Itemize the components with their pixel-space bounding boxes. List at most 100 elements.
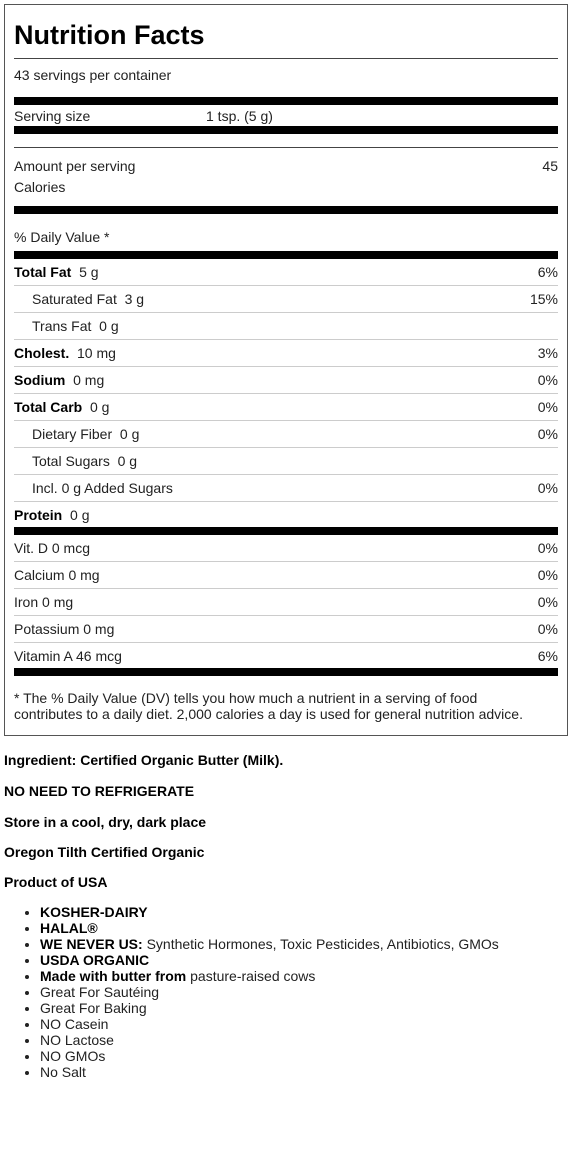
nutrient-row: Cholest. 10 mg 3%: [14, 340, 558, 367]
feature-bold-text: Made with butter from: [40, 968, 187, 984]
nutrient-daily-value: 6%: [537, 264, 558, 280]
nutrient-name: Incl. 0 g Added Sugars: [32, 480, 173, 496]
nutrient-amount: 3 g: [124, 291, 145, 307]
thick-divider: [14, 527, 558, 535]
daily-value-header: % Daily Value *: [14, 229, 110, 245]
row-divider: [14, 393, 558, 394]
ingredient-text: Ingredient: Certified Organic Butter (Mi…: [4, 752, 284, 768]
row-divider: [14, 447, 558, 448]
feature-text: Great For Baking: [40, 1000, 147, 1016]
nutrient-daily-value: 3%: [537, 345, 558, 361]
vitamin-label: Potassium 0 mg: [14, 621, 115, 637]
nutrient-amount: 0 g: [117, 453, 138, 469]
row-divider: [14, 501, 558, 502]
vitamin-label: Vit. D 0 mcg: [14, 540, 90, 556]
nutrient-row: Saturated Fat 3 g 15%: [14, 286, 558, 313]
nutrient-row: Dietary Fiber 0 g 0%: [14, 421, 558, 448]
amount-per-serving: Amount per serving: [14, 158, 136, 174]
nutrient-name: Total Sugars: [32, 453, 110, 469]
label-title: Nutrition Facts: [14, 20, 205, 50]
nutrient-label: Dietary Fiber 0 g: [32, 426, 139, 442]
origin-note: Product of USA: [4, 874, 108, 890]
row-divider: [14, 285, 558, 286]
nutrient-daily-value: 0%: [537, 426, 558, 442]
feature-list-item: Great For Baking: [40, 1000, 499, 1016]
serving-size-value: 1 tsp. (5 g): [206, 108, 273, 124]
nutrient-amount: 0 mg: [73, 372, 105, 388]
feature-list-item: HALAL®: [40, 920, 499, 936]
nutrient-name: Saturated Fat: [32, 291, 117, 307]
thick-divider: [14, 668, 558, 676]
thick-divider: [14, 126, 558, 134]
thick-divider: [14, 251, 558, 259]
nutrient-amount: 0 g: [70, 507, 90, 523]
vitamin-label: Iron 0 mg: [14, 594, 74, 610]
vitamin-daily-value: 0%: [537, 594, 558, 610]
footnote-line-2: contributes to a daily diet. 2,000 calor…: [14, 706, 523, 722]
nutrient-name: Protein: [14, 507, 63, 523]
thick-divider: [14, 97, 558, 105]
thick-divider: [14, 206, 558, 214]
nutrient-amount: 5 g: [79, 264, 99, 280]
storage-note: Store in a cool, dry, dark place: [4, 814, 207, 830]
row-divider: [14, 615, 558, 616]
vitamin-row: Calcium 0 mg 0%: [14, 562, 558, 589]
vitamin-label: Vitamin A 46 mcg: [14, 648, 122, 664]
nutrition-facts-label: Nutrition Facts 43 servings per containe…: [4, 4, 568, 736]
vitamin-label: Calcium 0 mg: [14, 567, 100, 583]
nutrient-amount: 0 g: [99, 318, 119, 334]
nutrient-daily-value: 0%: [537, 480, 558, 496]
nutrient-amount: 0 g: [119, 426, 140, 442]
feature-bold-text: WE NEVER US:: [40, 936, 143, 952]
vitamin-row: Vitamin A 46 mcg 6%: [14, 643, 558, 670]
vitamin-row: Vit. D 0 mcg 0%: [14, 535, 558, 562]
nutrient-daily-value: 0%: [537, 372, 558, 388]
feature-bold-text: USDA ORGANIC: [40, 952, 150, 968]
vitamin-daily-value: 0%: [537, 540, 558, 556]
feature-list-item: KOSHER-DAIRY: [40, 904, 499, 920]
nutrient-row: Incl. 0 g Added Sugars 0%: [14, 475, 558, 502]
nutrient-label: Sodium 0 mg: [14, 372, 104, 388]
nutrient-name: Trans Fat: [32, 318, 92, 334]
feature-text: No Salt: [40, 1064, 86, 1080]
nutrient-name: Total Fat: [14, 264, 72, 280]
vitamin-daily-value: 0%: [537, 621, 558, 637]
feature-list-item: NO Lactose: [40, 1032, 499, 1048]
nutrient-amount: 0 g: [89, 399, 110, 415]
nutrient-label: Cholest. 10 mg: [14, 345, 116, 361]
nutrient-row: Total Fat 5 g 6%: [14, 259, 558, 286]
calories-label: Calories: [14, 179, 66, 195]
vitamin-daily-value: 6%: [537, 648, 558, 664]
row-divider: [14, 420, 558, 421]
row-divider: [14, 312, 558, 313]
servings-per-container: 43 servings per container: [14, 67, 172, 83]
row-divider: [14, 561, 558, 562]
nutrient-label: Incl. 0 g Added Sugars: [32, 480, 173, 496]
row-divider: [14, 339, 558, 340]
feature-list-item: Made with butter from pasture-raised cow…: [40, 968, 499, 984]
nutrient-name: Dietary Fiber: [32, 426, 113, 442]
nutrient-label: Protein 0 g: [14, 507, 89, 523]
title-divider: [14, 58, 558, 59]
row-divider: [14, 642, 558, 643]
feature-list-item: NO Casein: [40, 1016, 499, 1032]
row-divider: [14, 366, 558, 367]
nutrient-daily-value: 15%: [529, 291, 558, 307]
feature-list-item: WE NEVER US: Synthetic Hormones, Toxic P…: [40, 936, 499, 952]
nutrient-row: Sodium 0 mg 0%: [14, 367, 558, 394]
refrigerate-note: NO NEED TO REFRIGERATE: [4, 783, 195, 799]
nutrient-label: Total Sugars 0 g: [32, 453, 137, 469]
feature-bold-text: KOSHER-DAIRY: [40, 904, 148, 920]
feature-list-item: USDA ORGANIC: [40, 952, 499, 968]
feature-list-item: Great For Sautéing: [40, 984, 499, 1000]
nutrient-row: Protein 0 g: [14, 502, 558, 529]
vitamin-daily-value: 0%: [537, 567, 558, 583]
nutrient-name: Cholest.: [14, 345, 70, 361]
nutrient-row: Total Sugars 0 g: [14, 448, 558, 475]
nutrient-label: Total Fat 5 g: [14, 264, 99, 280]
feature-bold-text: HALAL®: [40, 920, 98, 936]
vitamin-row: Potassium 0 mg 0%: [14, 616, 558, 643]
feature-list: KOSHER-DAIRYHALAL®WE NEVER US: Synthetic…: [4, 904, 499, 1080]
nutrient-row: Trans Fat 0 g: [14, 313, 558, 340]
nutrient-label: Saturated Fat 3 g: [32, 291, 144, 307]
